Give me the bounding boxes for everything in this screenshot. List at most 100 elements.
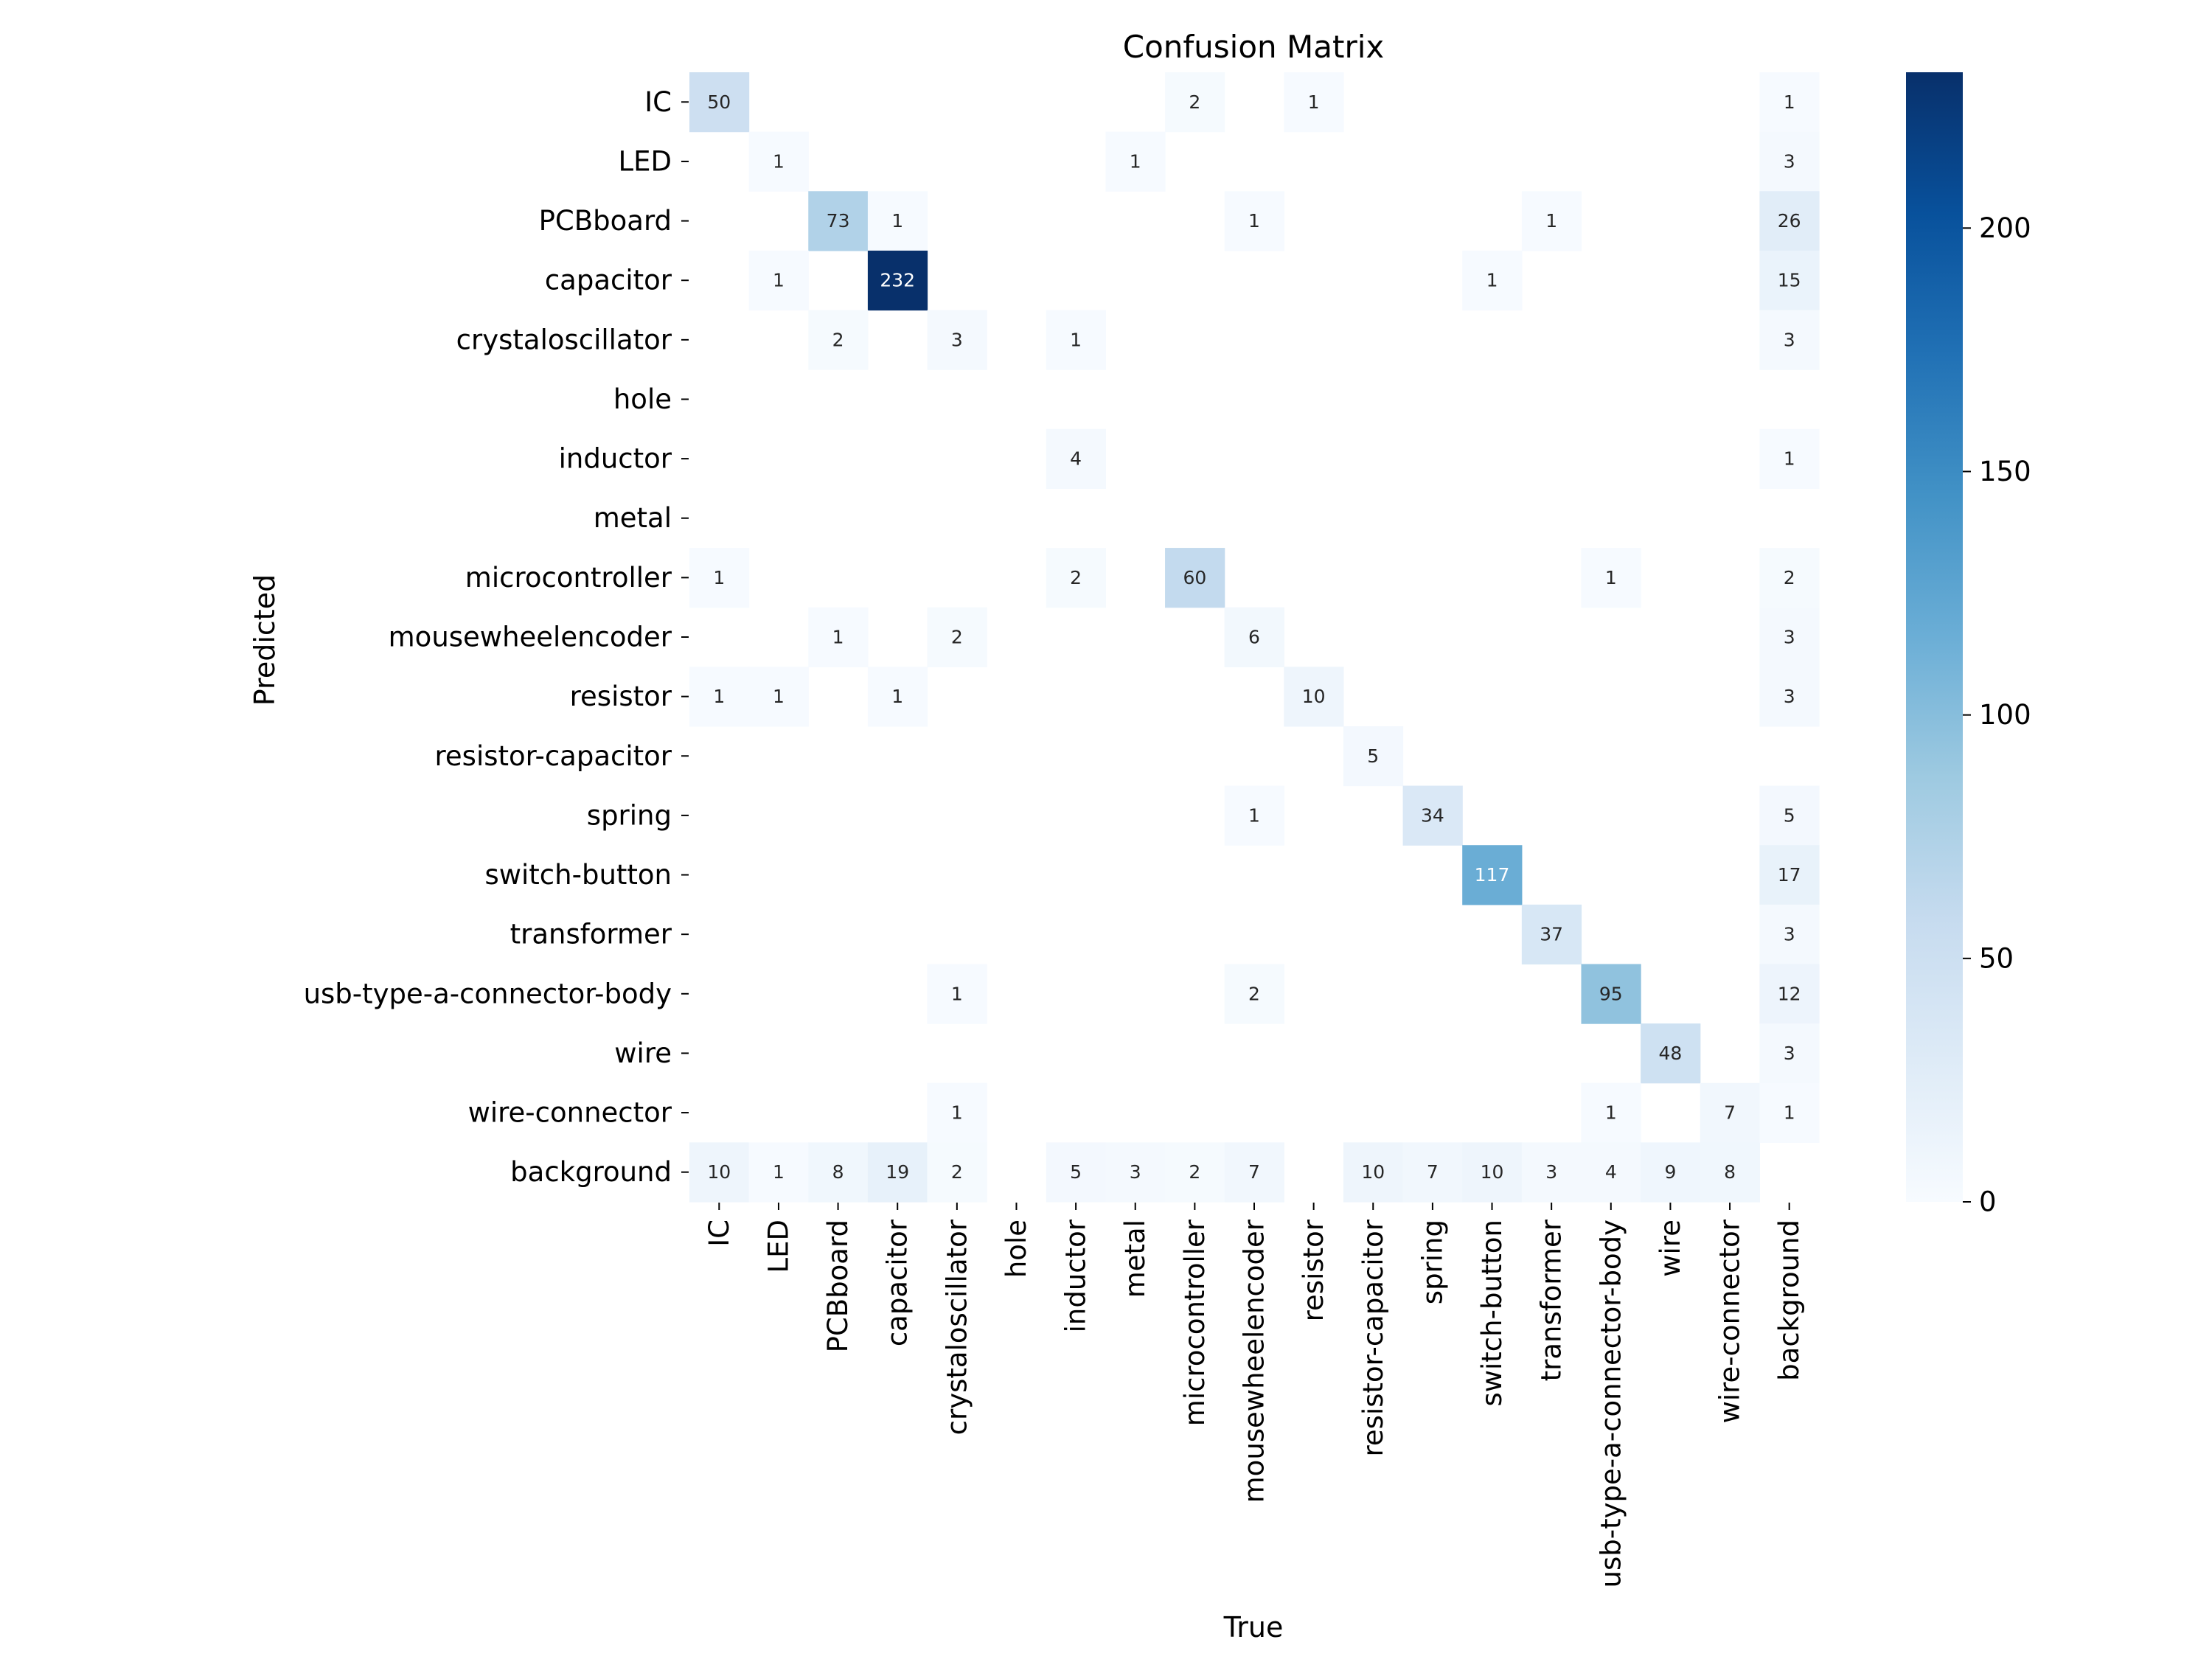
cell-value-label: 1: [1248, 210, 1260, 232]
cell-value-label: 48: [1659, 1043, 1683, 1064]
heatmap-cell: [1581, 964, 1641, 1024]
cell-value-label: 3: [1130, 1161, 1141, 1183]
cell-value-label: 34: [1421, 804, 1444, 826]
cell-value-label: 10: [707, 1161, 731, 1183]
y-tick-label: mousewheelencoder: [389, 622, 672, 653]
cell-value-label: 7: [1427, 1161, 1439, 1183]
heatmap-cell: [1759, 548, 1820, 608]
y-tick-label: LED: [619, 145, 672, 177]
cell-value-label: 12: [1778, 983, 1801, 1004]
cell-value-label: 1: [1784, 1102, 1795, 1124]
heatmap-cell: [927, 964, 987, 1024]
cell-value-label: 9: [1664, 1161, 1676, 1183]
heatmap-cell: [1105, 131, 1166, 192]
cell-value-label: 1: [1605, 1102, 1617, 1124]
cell-value-label: 1: [773, 686, 785, 707]
x-tick-label: resistor: [1298, 1219, 1329, 1321]
heatmap-cell: [748, 131, 809, 192]
x-axis-label: True: [1223, 1611, 1284, 1644]
heatmap-cell: [1343, 1142, 1404, 1203]
heatmap-cell: [808, 191, 869, 251]
heatmap-cell: [1165, 1142, 1225, 1203]
heatmap-cell: [1165, 72, 1225, 133]
cell-value-label: 60: [1183, 567, 1206, 588]
x-tick-label: crystaloscillator: [941, 1219, 973, 1435]
cell-value-label: 1: [951, 1102, 963, 1124]
x-tick-label: wire-connector: [1714, 1219, 1746, 1423]
cell-value-label: 1: [1784, 448, 1795, 470]
cell-value-label: 1: [773, 1161, 785, 1183]
heatmap-cell: [748, 250, 809, 311]
cell-value-label: 2: [832, 329, 844, 350]
heatmap-cell: [1046, 548, 1107, 608]
colorbar: 0 50 100 150 200: [1906, 72, 2031, 1218]
heatmap-cell: [1700, 1082, 1760, 1143]
colorbar-tick-label: 150: [1979, 456, 2031, 487]
x-tick-label: microcontroller: [1179, 1219, 1211, 1426]
heatmap-cell: [808, 310, 869, 370]
cell-value-label: 3: [1784, 329, 1795, 350]
heatmap-cell: [689, 548, 750, 608]
heatmap-cell: [1759, 131, 1820, 192]
cell-value-label: 7: [1724, 1102, 1736, 1124]
y-tick-label: PCBboard: [539, 205, 672, 237]
cell-value-label: 10: [1302, 686, 1326, 707]
y-axis-ticks: IC LED PCBboard capacitor crystaloscillator h…: [304, 86, 689, 1188]
cell-value-label: 4: [1605, 1161, 1617, 1183]
y-tick-label: microcontroller: [465, 562, 672, 594]
cell-value-label: 50: [707, 91, 731, 113]
heatmap-cell: [1224, 191, 1284, 251]
y-tick-label: hole: [613, 383, 672, 415]
cell-value-label: 1: [713, 567, 725, 588]
cell-value-label: 1: [1486, 270, 1498, 291]
cell-value-label: 15: [1778, 270, 1801, 291]
cell-value-label: 10: [1361, 1161, 1385, 1183]
cell-value-label: 17: [1778, 864, 1801, 886]
cell-value-label: 1: [773, 270, 785, 291]
heatmap-cell: [1759, 607, 1820, 667]
heatmap-cell: [867, 1142, 928, 1203]
cell-value-label: 3: [951, 329, 963, 350]
cell-value-label: 3: [1784, 150, 1795, 172]
cell-value-label: 6: [1248, 627, 1260, 648]
cell-value-label: 3: [1784, 924, 1795, 945]
heatmap-cell: [1165, 548, 1225, 608]
heatmap-cell: [867, 191, 928, 251]
heatmap-cell: [748, 1142, 809, 1203]
x-tick-label: metal: [1119, 1220, 1151, 1298]
x-tick-label: usb-type-a-connector-body: [1595, 1220, 1627, 1587]
heatmap-cells: [689, 72, 1820, 1203]
cell-value-label: 2: [1248, 983, 1260, 1004]
x-tick-label: switch-button: [1476, 1220, 1508, 1407]
cell-value-label: 73: [827, 210, 850, 232]
heatmap-cell: [1641, 1142, 1701, 1203]
heatmap-cell: [1343, 726, 1404, 787]
y-tick-label: IC: [644, 86, 672, 118]
cell-value-label: 117: [1475, 864, 1510, 886]
heatmap-cell: [1759, 72, 1820, 133]
heatmap-cell: [1581, 548, 1641, 608]
cell-value-label: 19: [886, 1161, 909, 1183]
x-tick-label: mousewheelencoder: [1239, 1219, 1270, 1503]
cell-value-label: 1: [1784, 91, 1795, 113]
heatmap-cell: [1521, 904, 1582, 965]
heatmap-cell: [1759, 1082, 1820, 1143]
heatmap-cell: [1759, 845, 1820, 905]
x-axis-ticks: IC LED PCBboard capacitor crystaloscillator h…: [703, 1203, 1805, 1587]
x-tick-label: spring: [1416, 1220, 1448, 1304]
cell-value-label: 1: [1605, 567, 1617, 588]
heatmap-cell: [1581, 1142, 1641, 1203]
cell-value-label: 3: [1784, 1043, 1795, 1064]
cell-value-label: 1: [1130, 150, 1141, 172]
heatmap-cell: [1224, 607, 1284, 667]
heatmap-cell: [1462, 250, 1523, 311]
x-tick-label: IC: [703, 1220, 735, 1247]
x-tick-label: PCBboard: [822, 1220, 854, 1352]
cell-value-label: 1: [713, 686, 725, 707]
cell-value-label: 2: [951, 1161, 963, 1183]
chart-title: Confusion Matrix: [1123, 29, 1385, 65]
heatmap-cell: [1521, 1142, 1582, 1203]
heatmap-cell: [927, 607, 987, 667]
heatmap-cell: [1284, 667, 1344, 727]
colorbar-tick-label: 0: [1979, 1186, 1997, 1218]
